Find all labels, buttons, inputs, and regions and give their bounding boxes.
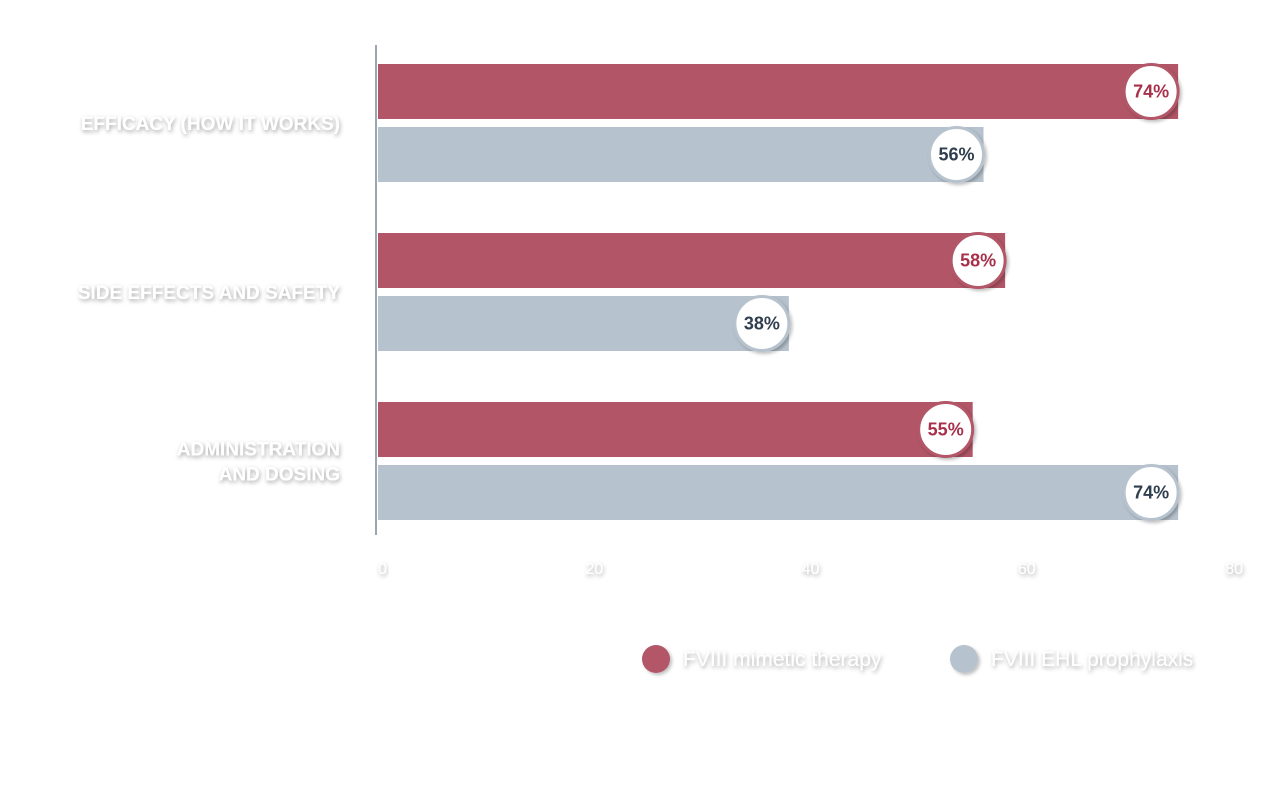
bar-ehl-0 [378,127,984,182]
bar-mimetic-2 [378,402,973,457]
data-label: 38% [744,314,780,334]
data-label-bubble [928,126,985,183]
x-tick-label: 0 [378,561,387,578]
bars-group: 74% 58% 55% 56% 38% 74% [378,63,1180,521]
data-label-bubble [949,232,1007,289]
legend-label: FVIII mimetic therapy [683,648,882,671]
data-label: 56% [938,145,974,165]
x-axis-ticks: 0 20 40 60 80 [378,561,1243,578]
bar-ehl-2 [378,465,1179,520]
x-tick-label: 80 [1225,561,1243,578]
bar-mimetic-0 [378,64,1179,119]
x-tick-label: 40 [802,561,820,578]
data-label-bubble [1122,63,1180,120]
bar-mimetic-1 [378,233,1006,288]
data-label: 58% [960,251,996,271]
data-label-bubble [733,295,791,352]
category-labels: EFFICACY (HOW IT WORKS) SIDE EFFECTS AND … [78,114,340,486]
data-label: 74% [1133,483,1169,503]
legend-swatch [950,645,978,673]
x-tick-label: 20 [585,561,603,578]
data-label: 55% [928,420,964,440]
bar-ehl-1 [378,296,789,351]
x-tick-label: 60 [1018,561,1036,578]
legend-label: FVIII EHL prophylaxis [991,648,1193,671]
category-label: SIDE EFFECTS AND SAFETY [78,283,340,304]
legend-item-ehl: FVIII EHL prophylaxis [950,645,1193,673]
data-label-bubble [1122,464,1180,521]
legend: FVIII mimetic therapy FVIII EHL prophylax… [642,645,1193,673]
category-label: ADMINISTRATION [177,440,340,461]
category-label: EFFICACY (HOW IT WORKS) [81,114,340,135]
data-label: 74% [1133,82,1169,102]
category-label: AND DOSING [219,465,340,486]
legend-item-mimetic: FVIII mimetic therapy [642,645,882,673]
legend-swatch [642,645,670,673]
data-label-bubble [917,401,975,458]
